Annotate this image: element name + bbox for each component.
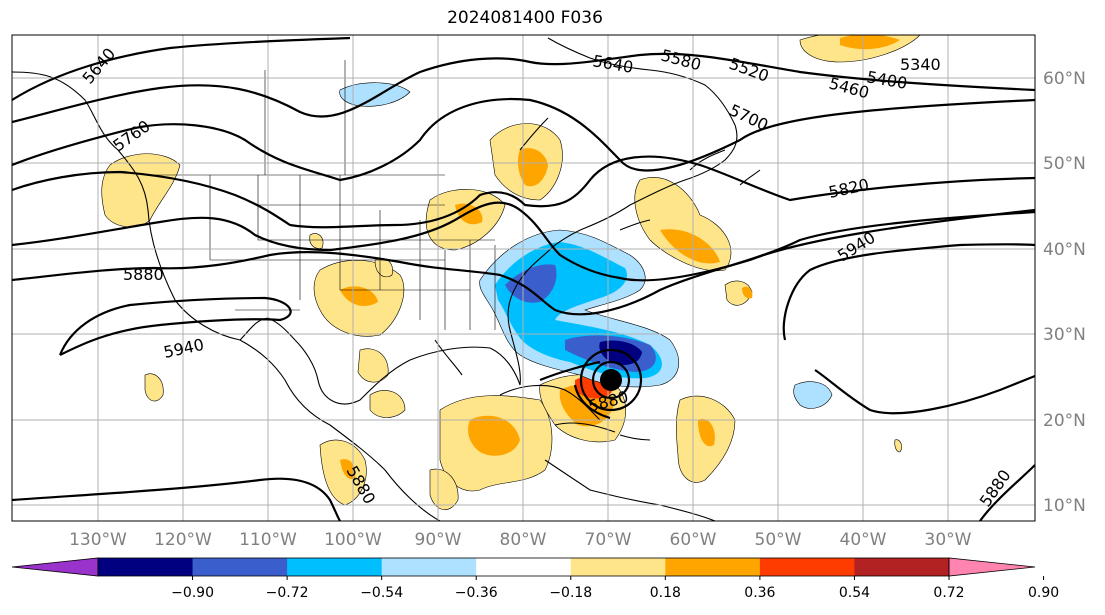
colorbar-tick-label: 0.72 [933, 585, 964, 601]
lon-tick-label: 60°W [670, 530, 717, 550]
lat-tick-label: 60°N [1043, 69, 1086, 89]
lon-tick-label: 110°W [239, 530, 297, 550]
colorbar-cell [192, 558, 288, 576]
colorbar-cell [759, 558, 855, 576]
colorbar-tick-label: 0.36 [744, 585, 775, 601]
lon-tick-label: 30°W [925, 530, 972, 550]
lon-tick-label: 70°W [585, 530, 632, 550]
lon-tick-label: 90°W [415, 530, 462, 550]
lon-tick-label: 130°W [69, 530, 127, 550]
colorbar-extend-high [949, 558, 1035, 576]
colorbar-tick-label: −0.18 [549, 585, 592, 601]
lat-tick-label: 50°N [1043, 154, 1086, 174]
contour-label: 5340 [900, 55, 941, 74]
colorbar-outline [97, 557, 950, 577]
colorbar-cell [570, 558, 666, 576]
colorbar-tick-label: 0.54 [839, 585, 870, 601]
lat-tick-label: 20°N [1043, 411, 1086, 431]
longitude-labels: 130°W 120°W 110°W 100°W 90°W 80°W 70°W 6… [69, 530, 972, 550]
lat-tick-label: 40°N [1043, 240, 1086, 260]
latitude-labels: 60°N 50°N 40°N 30°N 20°N 10°N [1043, 69, 1086, 516]
lon-tick-label: 40°W [840, 530, 887, 550]
colorbar-tick-label: 0.90 [1028, 585, 1059, 601]
lon-tick-label: 100°W [324, 530, 382, 550]
colorbar-tick-label: −0.54 [360, 585, 403, 601]
storm-center-icon [600, 369, 622, 391]
colorbar-tick-label: −0.36 [455, 585, 498, 601]
contour-label: 5880 [123, 265, 164, 284]
lon-tick-label: 120°W [154, 530, 212, 550]
colorbar-cell [287, 558, 383, 576]
lon-tick-label: 50°W [755, 530, 802, 550]
map-title: 2024081400 F036 [447, 8, 603, 28]
colorbar-cell [476, 558, 572, 576]
colorbar-cell [854, 558, 950, 576]
colorbar-cell [665, 558, 761, 576]
colorbar-tick-label: −0.72 [266, 585, 309, 601]
storm-rings [573, 348, 643, 420]
colorbar-cell [381, 558, 477, 576]
colorbar-cell [98, 558, 194, 576]
colorbar: −0.90 −0.72 −0.54 −0.36 −0.18 0.18 0.36 0.54 0.7… [11, 557, 1059, 601]
map-border [11, 34, 1036, 522]
lat-tick-label: 10°N [1043, 496, 1086, 516]
colorbar-extend-low [12, 558, 98, 576]
height-contours [12, 36, 1035, 521]
colorbar-tick-label: 0.18 [650, 585, 681, 601]
lon-tick-label: 80°W [500, 530, 547, 550]
colorbar-tick-label: −0.90 [171, 585, 214, 601]
lat-tick-label: 30°N [1043, 325, 1086, 345]
